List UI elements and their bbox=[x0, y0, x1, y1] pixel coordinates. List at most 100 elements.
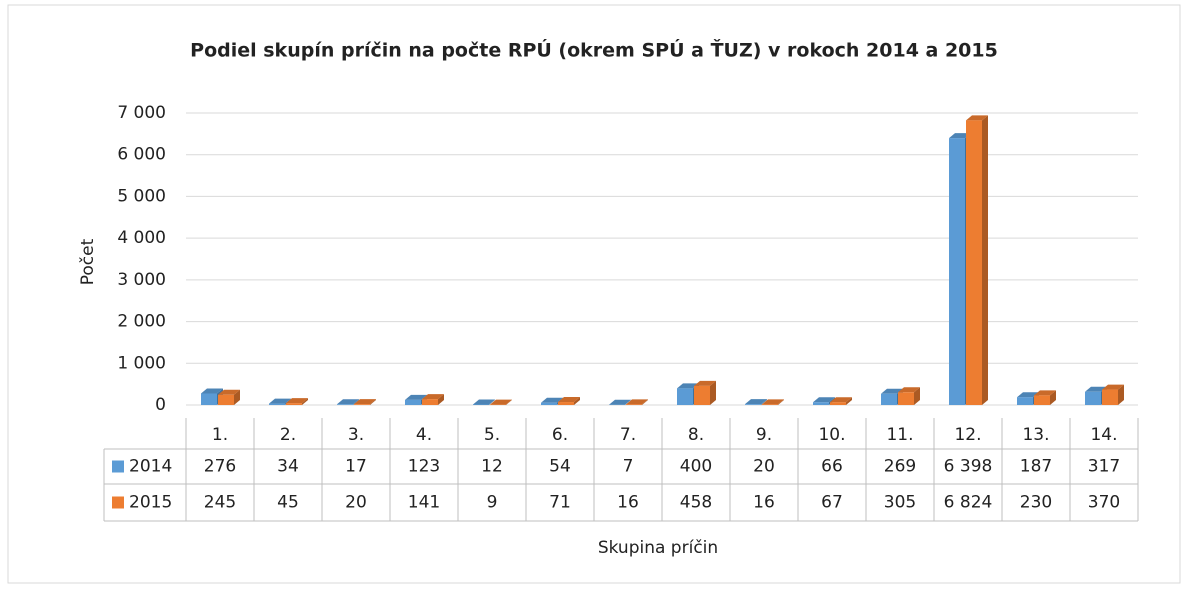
bar-front bbox=[269, 403, 285, 405]
bar-top bbox=[405, 394, 427, 400]
legend-key bbox=[112, 460, 124, 473]
bar-top bbox=[1102, 384, 1124, 390]
bar bbox=[558, 397, 580, 405]
bar bbox=[337, 399, 359, 405]
bar-top bbox=[1017, 392, 1039, 398]
bar-front bbox=[558, 402, 574, 405]
y-tick-label: 2 000 bbox=[117, 312, 166, 332]
x-tick-label: 8. bbox=[688, 425, 704, 445]
y-tick-label: 0 bbox=[155, 395, 166, 415]
bar-top bbox=[626, 399, 648, 405]
bar-front bbox=[337, 404, 353, 405]
bar-front bbox=[1034, 395, 1050, 405]
bar-side bbox=[438, 394, 444, 405]
bar-top bbox=[201, 388, 223, 394]
bar bbox=[473, 399, 495, 405]
bar-top bbox=[1085, 386, 1107, 392]
bar-top bbox=[949, 133, 971, 139]
y-tick-label: 7 000 bbox=[117, 103, 166, 123]
x-tick-label: 13. bbox=[1022, 425, 1049, 445]
bar-front bbox=[949, 138, 965, 405]
x-tick-label: 10. bbox=[818, 425, 845, 445]
bar-side bbox=[506, 399, 512, 405]
table-value: 20 bbox=[753, 457, 775, 477]
legend-label: 2014 bbox=[129, 457, 172, 477]
bar-front bbox=[830, 402, 846, 405]
bar-top bbox=[745, 399, 767, 405]
x-tick-label: 14. bbox=[1090, 425, 1117, 445]
bar-front bbox=[813, 402, 829, 405]
bar bbox=[745, 399, 767, 405]
bar-top bbox=[269, 398, 291, 404]
bar-front bbox=[286, 403, 302, 405]
table-value: 458 bbox=[680, 493, 712, 513]
bar bbox=[286, 398, 308, 405]
bar bbox=[422, 394, 444, 405]
bar-front bbox=[898, 392, 914, 405]
bar bbox=[218, 389, 240, 405]
table-value: 45 bbox=[277, 493, 299, 513]
table-value: 67 bbox=[821, 493, 843, 513]
bar-side bbox=[302, 398, 308, 405]
bar-front bbox=[201, 393, 217, 405]
bar-top bbox=[762, 399, 784, 405]
x-tick-label: 11. bbox=[886, 425, 913, 445]
bar-front bbox=[762, 404, 778, 405]
x-tick-label: 12. bbox=[954, 425, 981, 445]
table-value: 54 bbox=[549, 457, 571, 477]
bar-top bbox=[677, 383, 699, 389]
bar-top bbox=[694, 380, 716, 386]
bar bbox=[626, 399, 648, 405]
y-tick-label: 6 000 bbox=[117, 145, 166, 165]
x-tick-label: 6. bbox=[552, 425, 568, 445]
bar-top bbox=[337, 399, 359, 405]
table-value: 12 bbox=[481, 457, 503, 477]
x-tick-label: 5. bbox=[484, 425, 500, 445]
x-tick-label: 3. bbox=[348, 425, 364, 445]
bar-front bbox=[626, 404, 642, 405]
bar-front bbox=[218, 394, 234, 405]
bar-side bbox=[370, 399, 376, 405]
bar-side bbox=[761, 399, 767, 405]
bar-side bbox=[625, 399, 631, 405]
bar-top bbox=[354, 399, 376, 405]
table-value: 230 bbox=[1020, 493, 1052, 513]
table-value: 6 824 bbox=[944, 493, 993, 513]
table-value: 187 bbox=[1020, 457, 1052, 477]
bar-side bbox=[1118, 384, 1124, 405]
bar bbox=[1102, 384, 1124, 405]
table-value: 317 bbox=[1088, 457, 1120, 477]
legend-label: 2015 bbox=[129, 493, 172, 513]
table-value: 16 bbox=[617, 493, 639, 513]
bar-side bbox=[574, 397, 580, 405]
bar bbox=[898, 387, 920, 405]
bar-front bbox=[422, 399, 438, 405]
x-tick-label: 1. bbox=[212, 425, 228, 445]
table-value: 305 bbox=[884, 493, 916, 513]
bar-top bbox=[490, 399, 512, 405]
bar bbox=[1034, 390, 1056, 405]
table-value: 276 bbox=[204, 457, 236, 477]
y-tick-label: 1 000 bbox=[117, 353, 166, 373]
table-value: 34 bbox=[277, 457, 299, 477]
bar-side bbox=[234, 389, 240, 405]
bar-top bbox=[609, 399, 631, 405]
bar bbox=[490, 399, 512, 405]
bar-front bbox=[694, 385, 710, 405]
table-value: 7 bbox=[623, 457, 634, 477]
bar bbox=[354, 399, 376, 405]
table-value: 20 bbox=[345, 493, 367, 513]
bar-front bbox=[541, 402, 557, 405]
bar-side bbox=[642, 399, 648, 405]
table-value: 16 bbox=[753, 493, 775, 513]
chart-title: Podiel skupín príčin na počte RPÚ (okrem… bbox=[190, 38, 998, 62]
bar-front bbox=[966, 120, 982, 406]
bar bbox=[966, 115, 988, 406]
bar-side bbox=[489, 399, 495, 405]
bar-top bbox=[830, 397, 852, 403]
bar-top bbox=[1034, 390, 1056, 396]
bar-top bbox=[813, 397, 835, 403]
table-value: 66 bbox=[821, 457, 843, 477]
bar-top bbox=[473, 399, 495, 405]
